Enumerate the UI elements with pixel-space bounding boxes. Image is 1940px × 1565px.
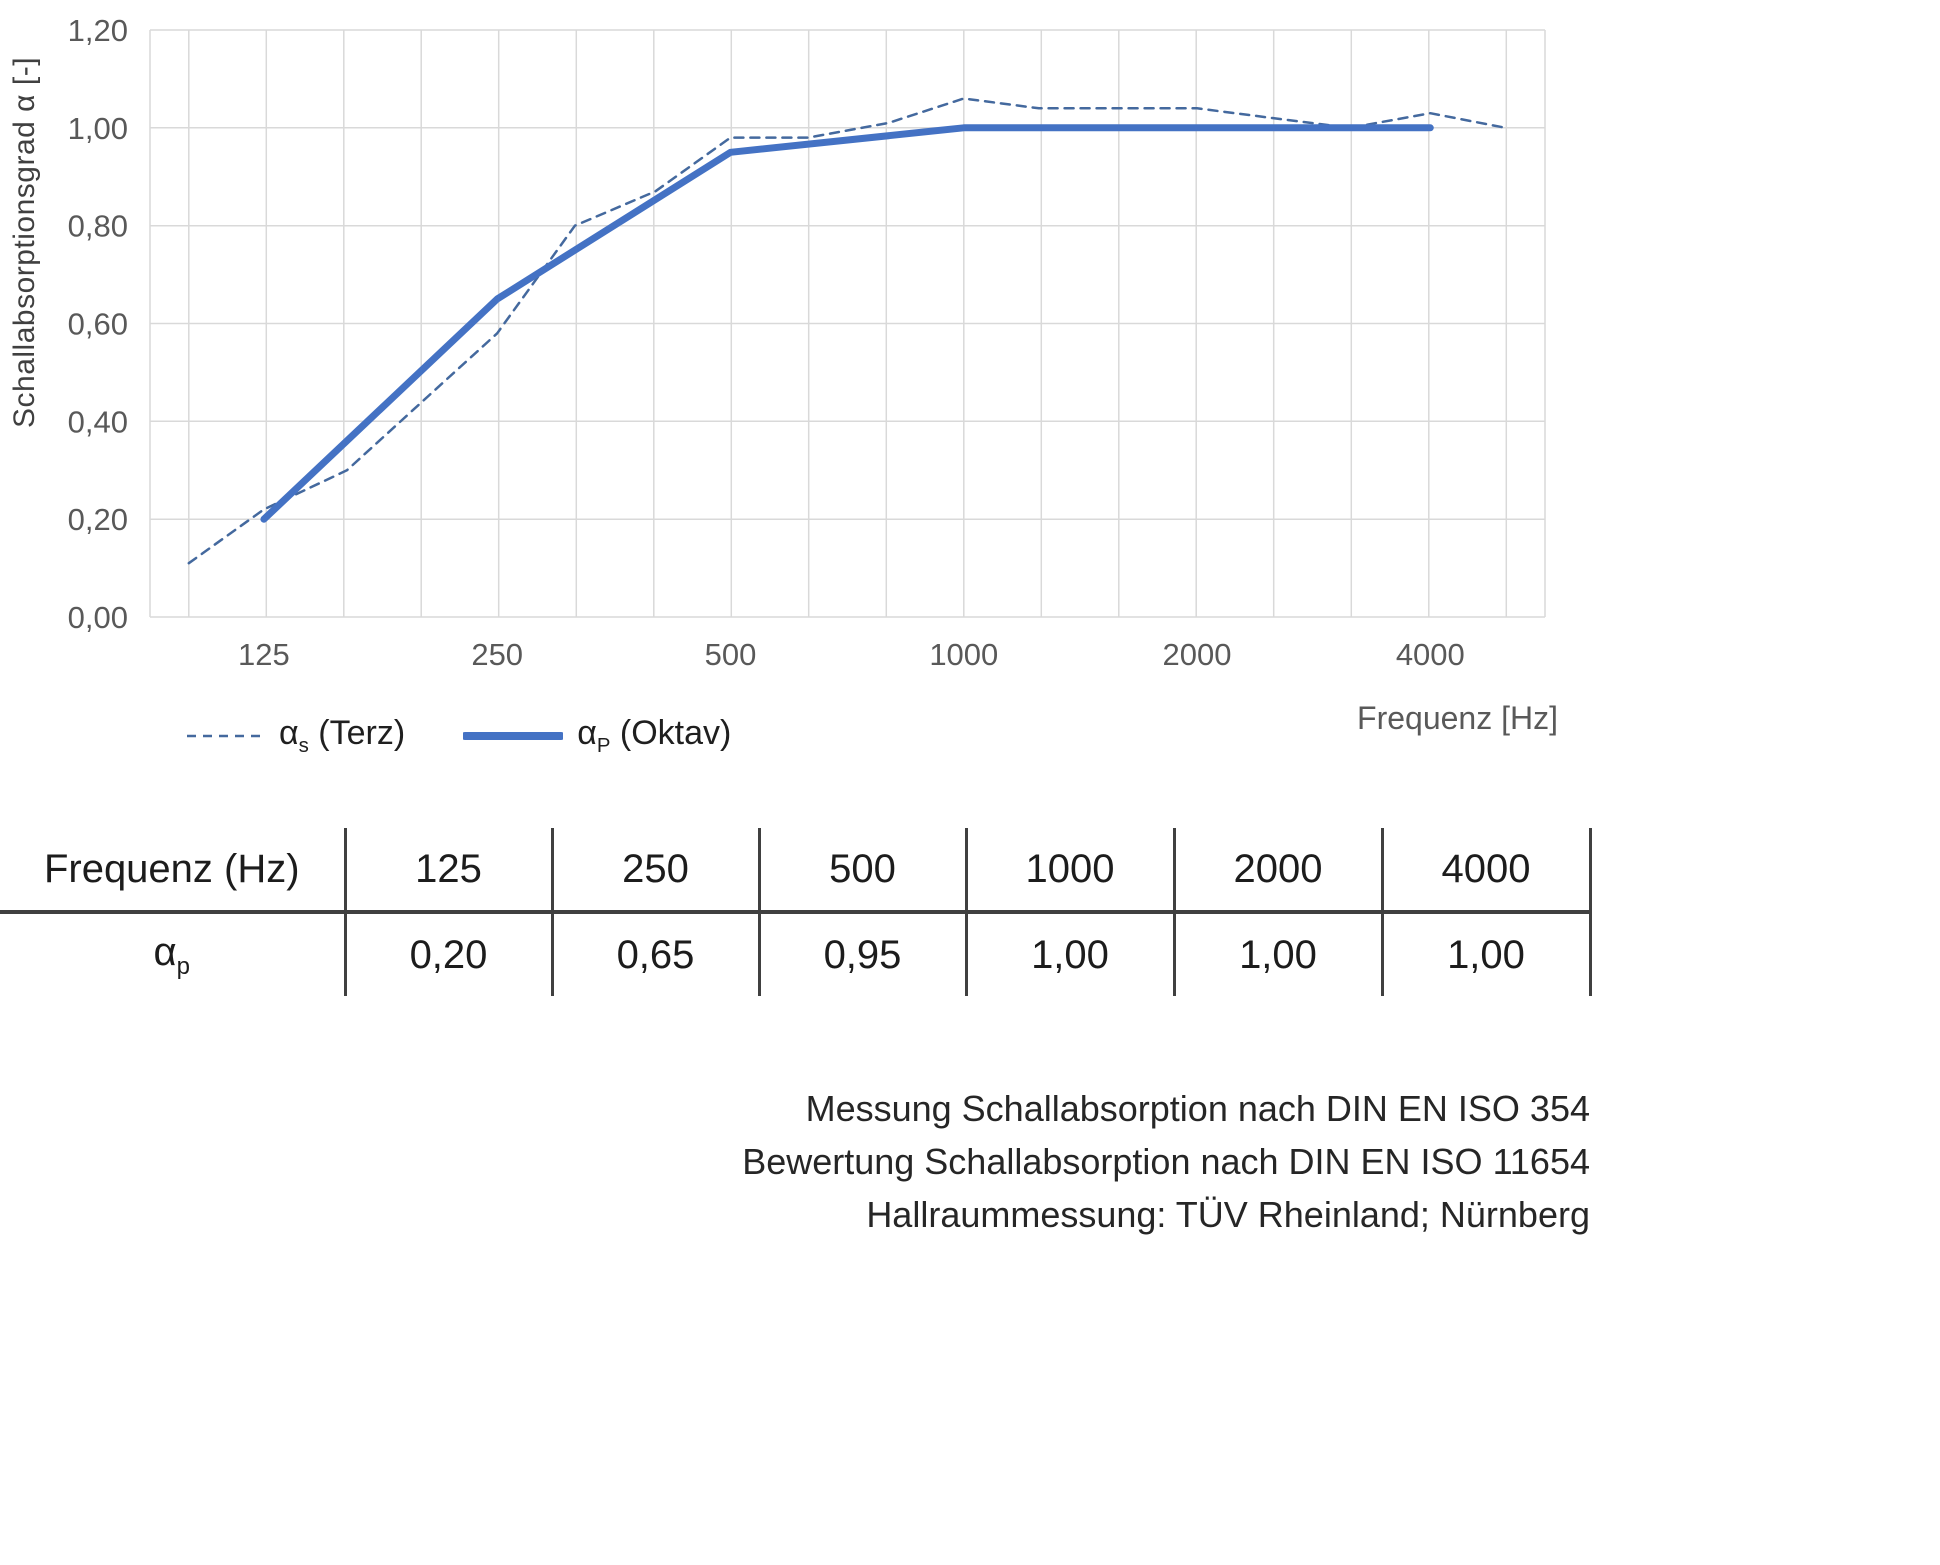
x-tick-label: 2000 [1163,637,1232,672]
table-header-cell: 125 [345,828,554,914]
note-line: Messung Schallabsorption nach DIN EN ISO… [805,1088,1590,1129]
series-alpha-s-terz [187,97,1507,565]
frequency-table-wrap: Frequenz (Hz) 125 250 500 1000 2000 4000… [0,828,1592,996]
x-tick-label: 1000 [929,637,998,672]
legend-label-oktav: αP (Oktav) [577,714,732,757]
y-tick-label: 0,00 [68,600,128,635]
y-tick-label: 0,20 [68,502,128,537]
legend-item-oktav: αP (Oktav) [463,714,731,758]
table-value-cell: 1,00 [966,912,1176,996]
table-header-row: Frequenz (Hz) 125 250 500 1000 2000 4000 [0,828,1592,914]
table-header-cell: 1000 [966,828,1176,914]
x-tick-label: 125 [238,637,290,672]
legend-solid-line-icon [463,731,564,740]
chart-legend: αs (Terz) αP (Oktav) [185,714,789,758]
y-tick-label: 1,20 [68,13,128,48]
table-header-cell: 4000 [1382,828,1592,914]
y-tick-label: 1,00 [68,111,128,146]
table-header-label: Frequenz (Hz) [0,828,347,914]
table-header-cell: 2000 [1174,828,1384,914]
note-line: Bewertung Schallabsorption nach DIN EN I… [742,1141,1590,1182]
table-value-cell: 1,00 [1174,912,1384,996]
table-value-row: αp 0,20 0,65 0,95 1,00 1,00 1,00 [0,912,1592,996]
x-axis-title: Frequenz [Hz] [1357,700,1558,736]
y-tick-label: 0,40 [68,404,128,439]
measurement-notes: Messung Schallabsorption nach DIN EN ISO… [0,1082,1590,1241]
table-header-cell: 500 [759,828,968,914]
y-tick-label: 0,60 [68,307,128,342]
legend-item-terz: αs (Terz) [185,714,405,758]
frequency-table: Frequenz (Hz) 125 250 500 1000 2000 4000… [0,828,1592,996]
table-header-cell: 250 [552,828,761,914]
table-value-cell: 0,65 [552,912,761,996]
legend-dashed-line-icon [187,734,263,738]
table-value-cell: 0,95 [759,912,968,996]
legend-label-terz: αs (Terz) [279,714,406,757]
y-axis-title: Schallabsorptionsgrad α [-] [8,56,41,428]
absorption-chart: 1,20 1,00 0,80 0,60 0,40 0,20 0,00 125 250 500 100… [68,13,1546,672]
x-tick-label: 4000 [1396,637,1465,672]
series-alpha-p-oktav [260,124,1434,523]
x-tick-label: 500 [705,637,757,672]
table-row-label: αp [0,912,347,996]
y-tick-label: 0,80 [68,209,128,244]
note-line: Hallraummessung: TÜV Rheinland; Nürnberg [866,1194,1590,1235]
x-tick-label: 250 [471,637,523,672]
table-value-cell: 0,20 [345,912,554,996]
table-value-cell: 1,00 [1382,912,1592,996]
